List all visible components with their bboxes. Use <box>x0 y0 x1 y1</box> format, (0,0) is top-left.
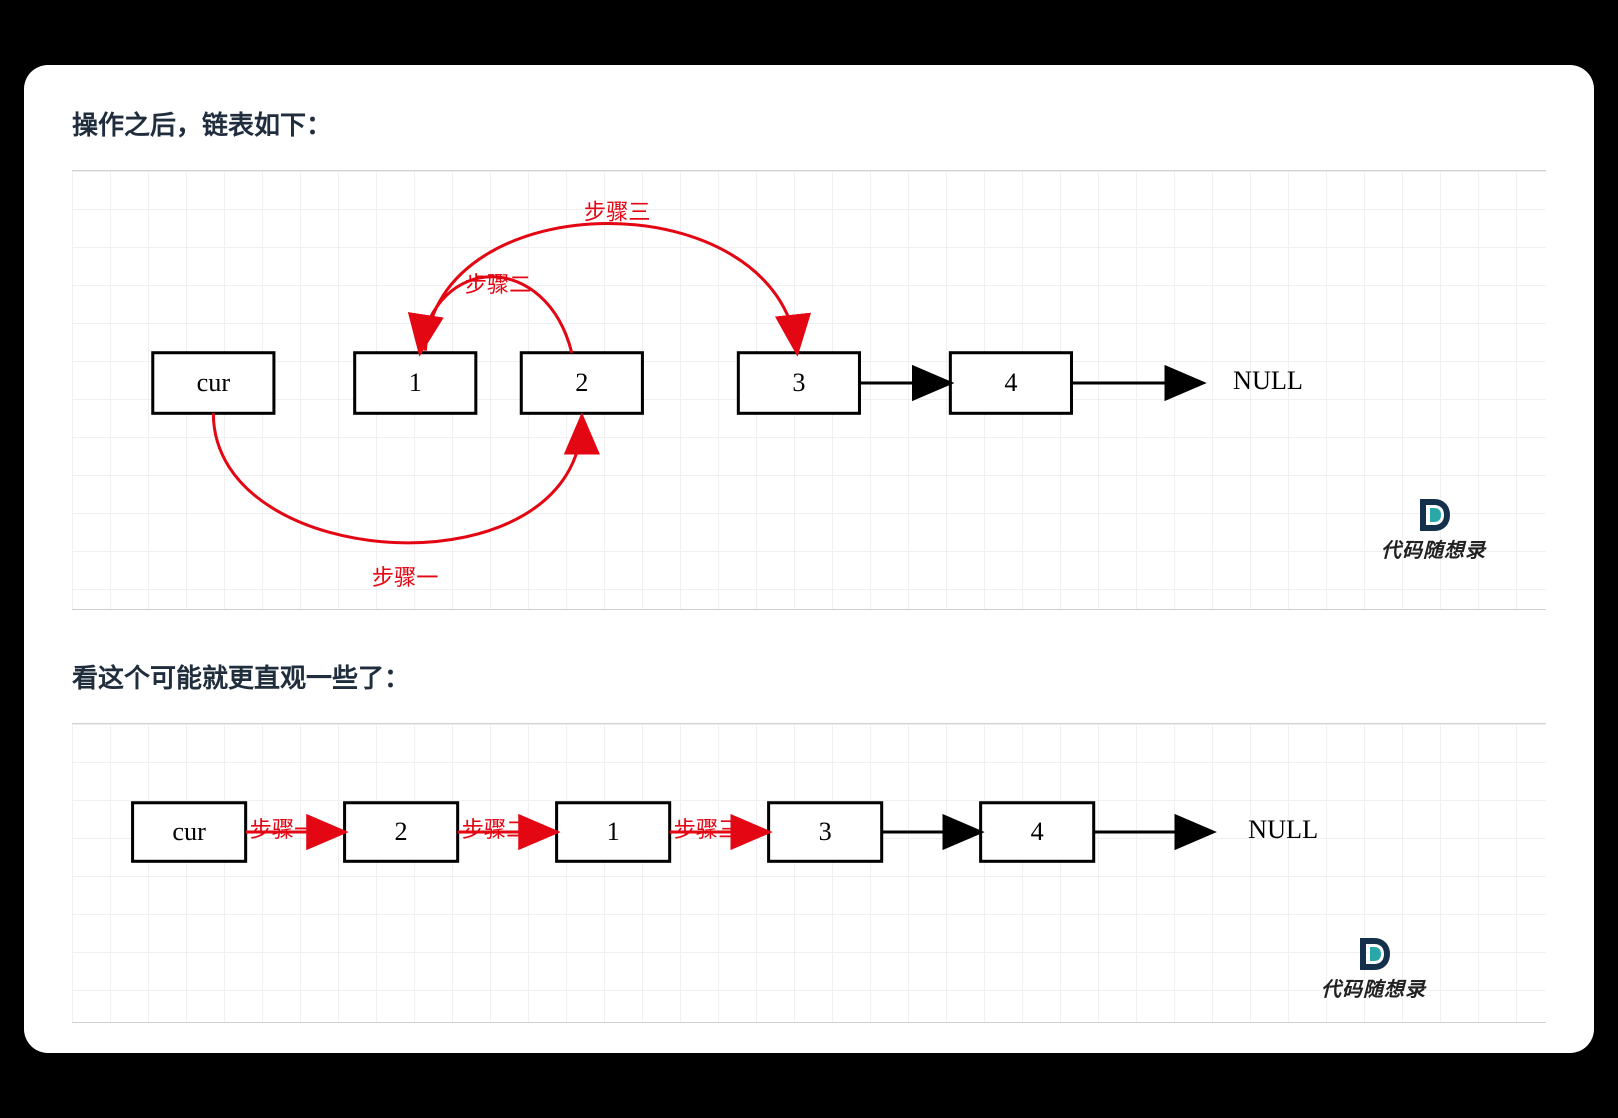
null-label: NULL <box>1248 815 1318 844</box>
node-label-n1: 1 <box>607 817 620 846</box>
diagram-2: cur 2 1 3 4 步骤一 步骤二 步骤三 NULL 代码随想录 <box>72 723 1546 1023</box>
node-label-n4: 4 <box>1004 368 1017 397</box>
step-label-step3: 步骤三 <box>584 199 651 224</box>
logo-icon <box>1417 498 1451 532</box>
logo-icon <box>1357 937 1391 971</box>
node-label-n2: 2 <box>575 368 588 397</box>
step-arrow-step1 <box>213 413 581 543</box>
watermark-text: 代码随想录 <box>1381 534 1486 563</box>
step-label: 步骤三 <box>674 817 741 842</box>
step-label: 步骤一 <box>250 817 317 842</box>
node-label-n2: 2 <box>395 817 408 846</box>
card: 操作之后，链表如下： cur1234步骤一步骤二步骤三NULL 代码随想录 <box>24 65 1594 1053</box>
step-label-step1: 步骤一 <box>372 565 439 590</box>
node-label-n4: 4 <box>1031 817 1044 846</box>
heading-1: 操作之后，链表如下： <box>72 105 1546 142</box>
node-label-cur: cur <box>197 368 231 397</box>
node-label-n1: 1 <box>409 368 422 397</box>
heading-2: 看这个可能就更直观一些了： <box>72 658 1546 695</box>
watermark-2: 代码随想录 <box>1321 937 1426 1002</box>
step-label-step2: 步骤二 <box>465 272 532 297</box>
null-label: NULL <box>1233 366 1303 395</box>
watermark-1: 代码随想录 <box>1381 498 1486 563</box>
watermark-text: 代码随想录 <box>1321 973 1426 1002</box>
step-label: 步骤二 <box>462 817 529 842</box>
node-label-n3: 3 <box>819 817 832 846</box>
diagram-1: cur 1 2 3 4 步骤一 步骤二 步骤三 NULL 代码随想录 <box>72 170 1546 610</box>
node-label-n3: 3 <box>792 368 805 397</box>
node-label-cur: cur <box>172 817 206 846</box>
